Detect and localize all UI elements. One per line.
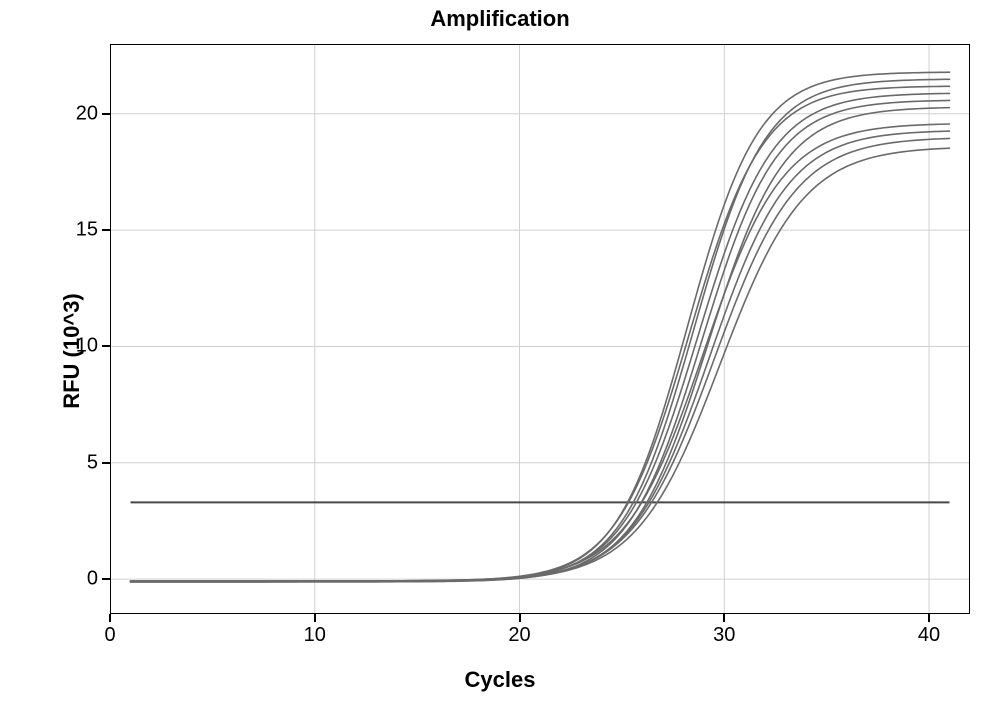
y-tick-label: 0 xyxy=(87,568,98,591)
x-tick xyxy=(314,614,316,622)
y-tick xyxy=(102,462,110,464)
y-tick-label: 10 xyxy=(76,335,98,358)
x-tick xyxy=(723,614,725,622)
amplification-chart: Amplification RFU (10^3) Cycles 01020304… xyxy=(0,0,1000,701)
plot-svg xyxy=(110,44,970,614)
x-tick-label: 20 xyxy=(508,624,530,647)
y-tick-label: 20 xyxy=(76,102,98,125)
y-tick xyxy=(102,229,110,231)
y-tick xyxy=(102,113,110,115)
y-tick xyxy=(102,578,110,580)
plot-area: 01020304005101520 xyxy=(110,44,970,614)
y-tick-label: 5 xyxy=(87,451,98,474)
x-tick xyxy=(109,614,111,622)
x-tick-label: 40 xyxy=(918,624,940,647)
x-tick-label: 0 xyxy=(104,624,115,647)
chart-title: Amplification xyxy=(0,6,1000,32)
x-axis-label: Cycles xyxy=(0,667,1000,693)
x-tick-label: 30 xyxy=(713,624,735,647)
y-tick-label: 15 xyxy=(76,219,98,242)
x-tick xyxy=(928,614,930,622)
x-tick-label: 10 xyxy=(304,624,326,647)
y-tick xyxy=(102,345,110,347)
x-tick xyxy=(519,614,521,622)
